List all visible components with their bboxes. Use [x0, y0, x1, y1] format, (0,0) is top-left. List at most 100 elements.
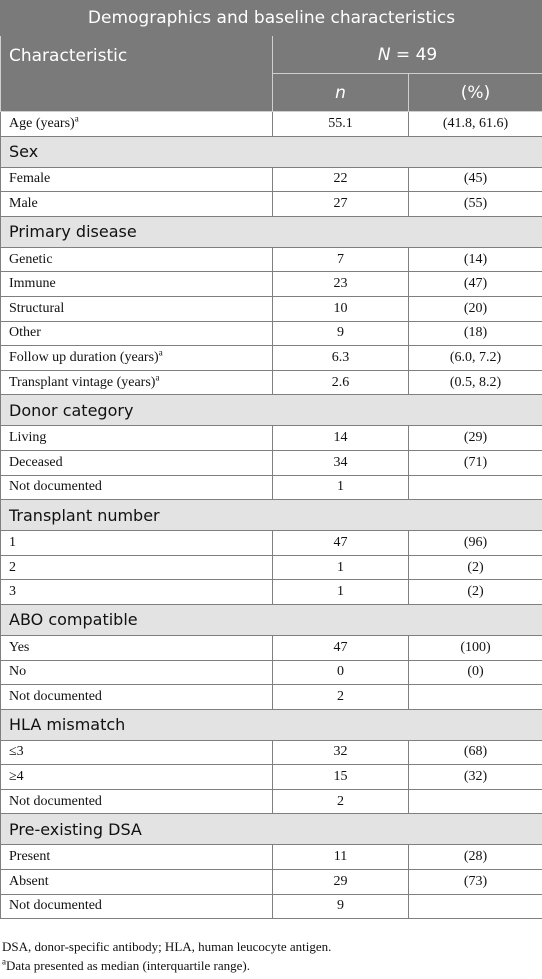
pct-column-header: (%) [407, 73, 542, 112]
table-row: Not documented 9 [0, 893, 542, 920]
n-column-header: n [272, 73, 409, 112]
row-label-cell: 2 [0, 554, 273, 581]
n-value: 2.6 [272, 369, 409, 396]
table-row: Not documented 1 [0, 474, 542, 501]
abbreviations-note: DSA, donor-specific antibody; HLA, human… [2, 939, 332, 954]
characteristic-header: Characteristic [0, 35, 273, 112]
n-value: 10 [272, 295, 409, 322]
row-label: 1 [9, 534, 16, 550]
pct-value: (0) [407, 659, 542, 686]
pct-value: (96) [407, 530, 542, 556]
n-value: 2 [272, 788, 409, 815]
row-label-cell: Not documented [0, 474, 273, 501]
table-row: Male 27 (55) [0, 191, 542, 217]
row-label: Not documented [9, 898, 102, 914]
table-row: Living 14 (29) [0, 425, 542, 451]
row-label: Immune [9, 276, 56, 292]
row-label: Present [9, 849, 51, 865]
row-label-cell: Male [0, 191, 273, 217]
pct-value: (28) [407, 844, 542, 871]
pct-value: (18) [407, 320, 542, 347]
section-heading: ABO compatible [0, 603, 542, 636]
n-value: 34 [272, 449, 409, 476]
row-label: Not documented [9, 793, 102, 809]
section-heading: Transplant number [0, 499, 542, 532]
n-value: 27 [272, 191, 409, 217]
table-row: Follow up duration (years)a 6.3 (6.0, 7.2) [0, 345, 542, 371]
pct-value: (2) [407, 554, 542, 581]
pct-value: (20) [407, 295, 542, 322]
row-label: Not documented [9, 479, 102, 495]
table-row: 1 47 (96) [0, 530, 542, 556]
table-row: Deceased 34 (71) [0, 449, 542, 476]
row-label-cell: Living [0, 425, 273, 451]
table-row: Yes 47 (100) [0, 634, 542, 661]
n-value: 0 [272, 659, 409, 686]
footnote-marker: a [158, 347, 163, 358]
row-label-cell: Yes [0, 634, 273, 661]
pct-value: (0.5, 8.2) [407, 369, 542, 396]
row-label-cell: Female [0, 166, 273, 193]
row-label: Absent [9, 873, 49, 889]
section-heading: Sex [0, 135, 542, 168]
row-label-cell: Transplant vintage (years)a [0, 369, 273, 396]
row-label-cell: Genetic [0, 246, 273, 273]
row-label-cell: 1 [0, 530, 273, 556]
row-label: Living [9, 430, 47, 446]
pct-value: (6.0, 7.2) [407, 345, 542, 371]
table-row: ≥4 15 (32) [0, 764, 542, 790]
demographics-table: Demographics and baseline characteristic… [0, 0, 542, 920]
row-label-cell: Other [0, 320, 273, 347]
row-label-cell: Deceased [0, 449, 273, 476]
row-label: ≥4 [9, 769, 24, 785]
footnote-marker: a [2, 956, 6, 967]
row-label: Transplant vintage (years) [9, 374, 156, 390]
section-heading: HLA mismatch [0, 708, 542, 741]
table-row: No 0 (0) [0, 659, 542, 686]
n-value: 15 [272, 764, 409, 790]
n-value: 9 [272, 320, 409, 347]
table-row: Genetic 7 (14) [0, 246, 542, 273]
n-value: 1 [272, 579, 409, 605]
row-label-cell: Not documented [0, 684, 273, 710]
table-row: Present 11 (28) [0, 844, 542, 871]
pct-value: (2) [407, 579, 542, 605]
table-row: Transplant vintage (years)a 2.6 (0.5, 8.2) [0, 369, 542, 396]
section-row: Sex [0, 135, 542, 168]
n-value: 29 [272, 869, 409, 895]
n-value: 2 [272, 684, 409, 710]
table-row: Not documented 2 [0, 684, 542, 710]
table-row: 2 1 (2) [0, 554, 542, 581]
pct-value [407, 684, 542, 710]
row-label: Follow up duration (years) [9, 349, 159, 365]
row-label-cell: Not documented [0, 893, 273, 920]
row-label-cell: Immune [0, 271, 273, 297]
n-value: 6.3 [272, 345, 409, 371]
table-row: Not documented 2 [0, 788, 542, 815]
pct-value [407, 893, 542, 920]
table-row: Structural 10 (20) [0, 295, 542, 322]
row-label: Male [9, 195, 38, 211]
section-row: ABO compatible [0, 603, 542, 636]
row-label: Deceased [9, 454, 63, 470]
row-label: Structural [9, 300, 65, 316]
row-label: Yes [9, 639, 30, 655]
table-row: Female 22 (45) [0, 166, 542, 193]
section-row: Primary disease [0, 215, 542, 248]
pct-value: (71) [407, 449, 542, 476]
table-row: ≤3 32 (68) [0, 739, 542, 766]
table-title: Demographics and baseline characteristic… [0, 0, 542, 36]
table-body: Age (years)a 55.1 (41.8, 61.6) Sex Female 22(… [0, 111, 542, 920]
section-heading: Pre-existing DSA [0, 813, 542, 846]
n-value: 23 [272, 271, 409, 297]
pct-value [407, 788, 542, 815]
n-value: 1 [272, 474, 409, 501]
table-row: Immune 23 (47) [0, 271, 542, 297]
total-n-header: N = 49 [271, 35, 542, 74]
row-label: ≤3 [9, 744, 24, 760]
total-n-label: N [377, 44, 391, 65]
n-value: 9 [272, 893, 409, 920]
section-row: HLA mismatch [0, 708, 542, 741]
n-value: 22 [272, 166, 409, 193]
table-row: 3 1 (2) [0, 579, 542, 605]
